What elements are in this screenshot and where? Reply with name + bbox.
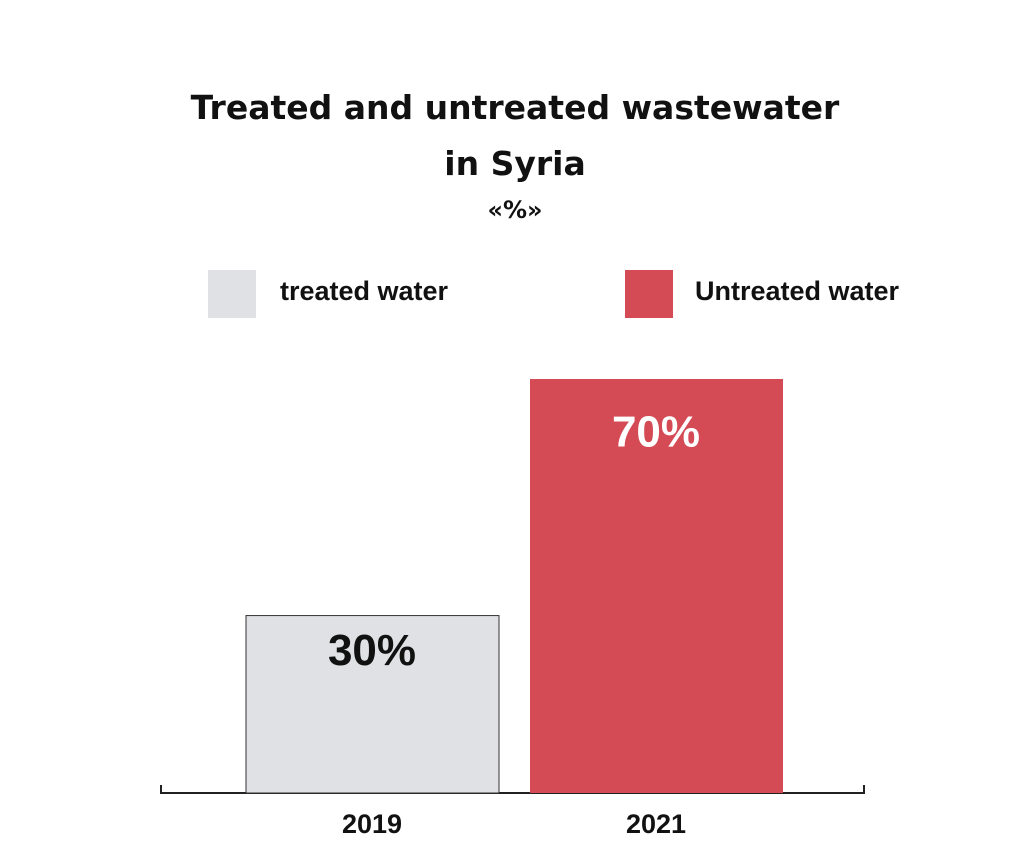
- legend-swatch: [625, 270, 673, 318]
- legend-swatch: [208, 270, 256, 318]
- bar: [530, 379, 783, 793]
- legend-label: Untreated water: [695, 276, 900, 306]
- x-tick-label: 2021: [626, 809, 686, 839]
- chart-subtitle: «%»: [487, 196, 543, 224]
- legend-label: treated water: [280, 276, 449, 306]
- value-label: 30%: [328, 626, 416, 675]
- bar: [245, 615, 500, 794]
- value-label: 70%: [612, 408, 700, 457]
- chart-title: Treated and untreated wastewater in Syri…: [190, 88, 840, 183]
- x-tick-label: 2019: [342, 809, 402, 839]
